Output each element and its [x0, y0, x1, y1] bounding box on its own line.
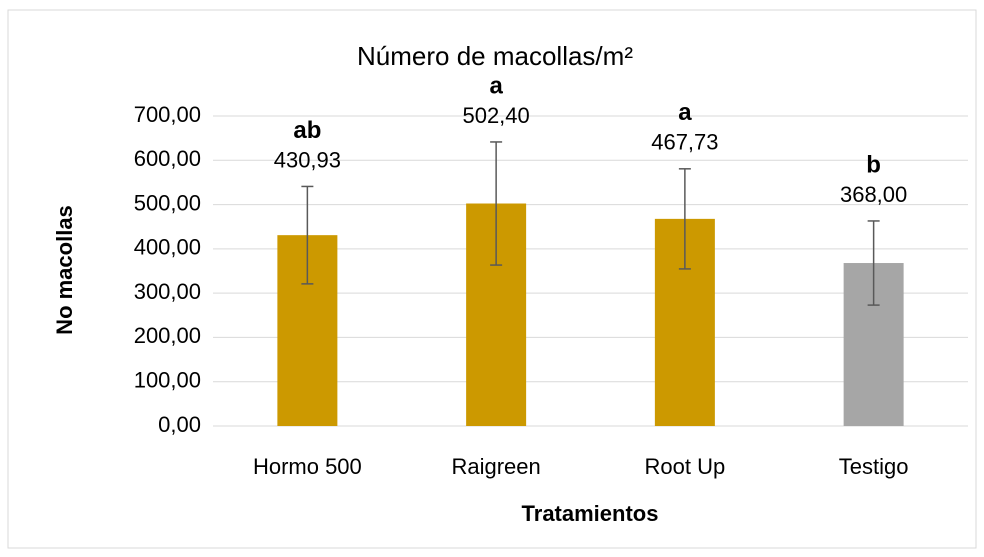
x-tick-label: Testigo [839, 454, 909, 479]
y-tick-label: 400,00 [134, 235, 201, 260]
annotation: a [489, 72, 503, 99]
x-tick-label: Hormo 500 [253, 454, 362, 479]
y-tick-label: 500,00 [134, 190, 201, 215]
y-axis-label: No macollas [52, 205, 77, 335]
annotation: ab [293, 117, 321, 144]
x-tick-label: Raigreen [451, 454, 540, 479]
annotation: b [866, 151, 881, 178]
y-tick-label: 100,00 [134, 368, 201, 393]
x-tick-label: Root Up [645, 454, 726, 479]
x-axis-label: Tratamientos [522, 501, 659, 526]
y-tick-label: 300,00 [134, 279, 201, 304]
chart-title: Número de macollas/m² [357, 41, 633, 71]
y-tick-label: 600,00 [134, 146, 201, 171]
y-tick-label: 700,00 [134, 102, 201, 127]
value-label: 368,00 [840, 182, 907, 207]
value-label: 467,73 [651, 130, 718, 155]
y-tick-label: 0,00 [158, 412, 201, 437]
annotation: a [678, 99, 692, 126]
value-label: 502,40 [462, 103, 529, 128]
value-label: 430,93 [274, 147, 341, 172]
y-tick-label: 200,00 [134, 323, 201, 348]
